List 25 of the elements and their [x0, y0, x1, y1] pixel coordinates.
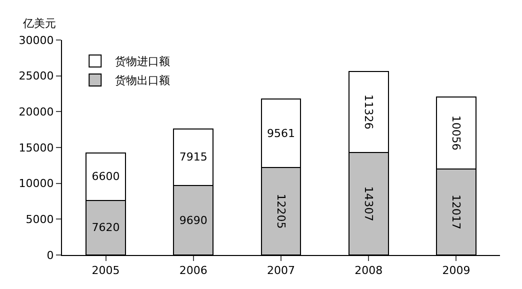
data-label: 11326: [362, 94, 376, 130]
x-tick-label: 2006: [179, 264, 208, 278]
x-tick-label: 2008: [354, 264, 383, 278]
y-tick-label: 10000: [18, 177, 54, 190]
legend-label: 货物出口额: [115, 74, 170, 88]
y-tick-label: 15000: [18, 141, 54, 154]
x-tick-label: 2007: [267, 264, 295, 278]
y-tick-label: 5000: [26, 213, 54, 226]
data-label: 12017: [450, 194, 463, 230]
data-label: 14307: [362, 186, 376, 222]
x-tick-label: 2009: [442, 264, 470, 278]
y-tick-label: 20000: [18, 106, 54, 119]
data-label: 6600: [92, 170, 120, 184]
data-label: 9561: [267, 126, 295, 140]
data-label: 7620: [92, 221, 120, 234]
x-tick-label: 2005: [92, 264, 120, 278]
data-label: 10056: [450, 115, 463, 150]
legend-label: 货物进口额: [115, 55, 170, 68]
data-label: 9690: [179, 214, 208, 227]
y-tick-label: 30000: [18, 34, 54, 47]
data-label: 7915: [179, 150, 208, 164]
y-tick-label: 0: [46, 248, 54, 262]
y-tick-label: 25000: [18, 70, 54, 83]
y-axis-title: 亿美元: [22, 17, 56, 30]
data-label: 12205: [274, 194, 288, 229]
